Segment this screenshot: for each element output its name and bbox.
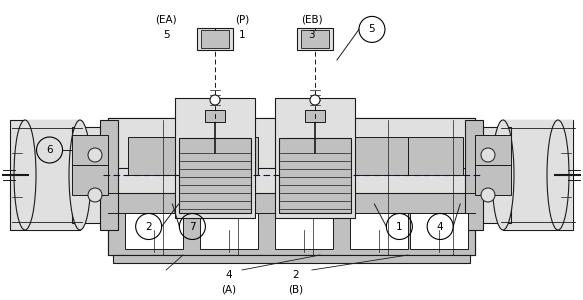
Bar (197, 28, 233, 50)
Ellipse shape (547, 120, 569, 230)
Circle shape (310, 95, 320, 105)
Bar (72, 165, 108, 195)
Circle shape (481, 188, 495, 202)
Bar (275, 213, 333, 249)
Ellipse shape (69, 120, 91, 230)
Bar (503, 120, 573, 230)
Bar (465, 120, 483, 230)
Bar (175, 98, 255, 218)
Bar (203, 137, 258, 175)
Ellipse shape (14, 120, 36, 230)
Text: 6: 6 (46, 145, 53, 155)
Text: 2: 2 (145, 221, 152, 232)
Bar (72, 135, 108, 165)
Text: 1: 1 (238, 29, 245, 40)
Bar (205, 110, 225, 122)
Bar (108, 118, 475, 255)
Ellipse shape (492, 120, 514, 230)
Bar (471, 127, 511, 223)
Text: (P): (P) (235, 14, 249, 25)
Bar (100, 120, 118, 230)
Bar (113, 255, 470, 263)
Circle shape (210, 95, 220, 105)
Bar (408, 137, 463, 175)
Bar (410, 213, 468, 249)
Bar (350, 213, 408, 249)
Text: (EB): (EB) (301, 14, 323, 25)
Text: (A): (A) (222, 284, 237, 295)
Bar (503, 120, 573, 230)
Bar (353, 137, 408, 175)
Text: 7: 7 (189, 221, 196, 232)
Bar (275, 98, 355, 218)
Text: (B): (B) (288, 284, 303, 295)
Bar (475, 135, 511, 165)
Text: 2: 2 (292, 269, 299, 280)
Bar (279, 138, 351, 213)
Bar (72, 127, 112, 223)
Bar (179, 138, 251, 213)
Bar (10, 120, 80, 230)
Bar (108, 193, 475, 255)
Bar (25, 120, 80, 230)
Bar (301, 30, 329, 48)
Bar (108, 118, 475, 168)
Circle shape (481, 148, 495, 162)
Bar (200, 213, 258, 249)
Bar (125, 213, 183, 249)
Bar (128, 137, 183, 175)
Bar (278, 137, 333, 175)
Bar (475, 165, 511, 195)
Text: 4: 4 (437, 221, 444, 232)
Bar (201, 30, 229, 48)
Text: (EA): (EA) (155, 14, 177, 25)
Text: 1: 1 (396, 221, 403, 232)
Text: 3: 3 (308, 29, 315, 40)
Text: 4: 4 (226, 269, 233, 280)
Text: 5: 5 (368, 24, 375, 34)
Bar (297, 28, 333, 50)
Circle shape (88, 188, 102, 202)
Circle shape (88, 148, 102, 162)
Bar (305, 110, 325, 122)
Text: 5: 5 (163, 29, 170, 40)
